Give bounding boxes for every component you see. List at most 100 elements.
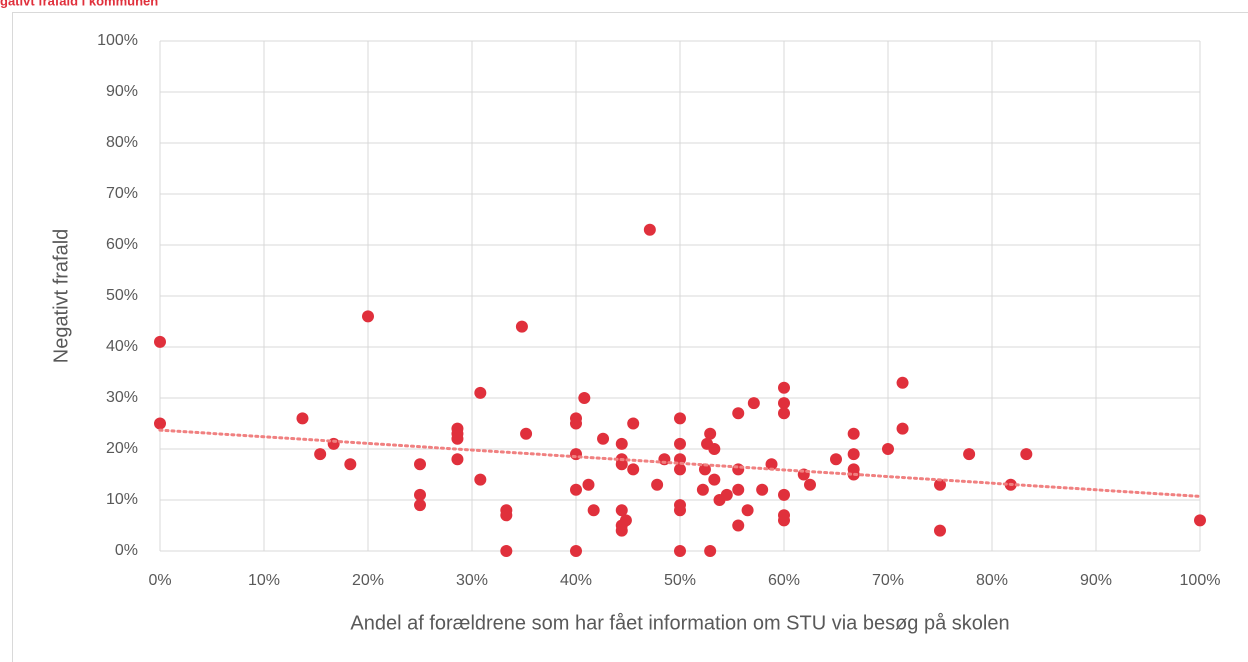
point: [732, 463, 745, 476]
point: [778, 397, 790, 410]
x-axis-label: Andel af forældrene som har fået informa…: [350, 612, 1009, 634]
x-tick-label: 10%: [248, 572, 280, 589]
point: [500, 545, 513, 557]
point: [674, 504, 686, 517]
point: [414, 458, 426, 471]
y-tick-label: 80%: [106, 134, 138, 151]
point: [896, 376, 909, 389]
x-tick-label: 40%: [560, 572, 592, 589]
point: [765, 458, 778, 471]
point: [847, 427, 860, 440]
point: [1020, 448, 1033, 461]
point: [732, 519, 745, 532]
x-tick-label: 70%: [872, 572, 904, 589]
point: [934, 478, 946, 491]
y-tick-label: 20%: [106, 440, 138, 457]
point: [963, 448, 976, 461]
point: [615, 458, 628, 471]
point: [708, 473, 721, 486]
point: [741, 504, 754, 517]
chart-title: gativt frafald i kommunen: [0, 0, 158, 8]
point: [582, 478, 595, 491]
point: [896, 422, 909, 435]
point: [362, 310, 374, 323]
point: [515, 320, 528, 333]
y-axis-label: Negativt frafald: [50, 229, 72, 364]
point: [778, 488, 790, 501]
y-tick-label: 90%: [106, 83, 138, 100]
point: [696, 483, 709, 496]
point: [830, 453, 842, 466]
title-bg: [0, 0, 275, 12]
point: [651, 478, 664, 491]
point: [747, 397, 760, 410]
point: [804, 478, 816, 491]
point: [732, 407, 745, 420]
point: [720, 488, 733, 501]
point: [578, 392, 591, 404]
y-tick-label: 10%: [106, 491, 138, 508]
point: [1194, 514, 1206, 527]
point: [778, 381, 790, 394]
point: [500, 509, 513, 522]
point: [619, 514, 632, 527]
point: [615, 504, 628, 517]
point: [587, 504, 600, 517]
x-tick-label: 50%: [664, 572, 696, 589]
point: [847, 448, 860, 461]
point: [778, 514, 790, 527]
y-tick-label: 50%: [106, 287, 138, 304]
point: [732, 483, 745, 496]
point: [451, 432, 464, 445]
x-tick-label: 80%: [976, 572, 1008, 589]
chart-frame: [12, 12, 1248, 662]
point: [778, 407, 790, 420]
point: [674, 545, 686, 557]
point: [154, 335, 166, 348]
point: [570, 417, 582, 430]
point: [414, 499, 426, 512]
point: [627, 417, 640, 430]
point: [314, 448, 327, 461]
y-tick-label: 0%: [115, 542, 138, 559]
point: [674, 437, 686, 450]
point: [615, 437, 628, 450]
point: [756, 483, 769, 496]
point: [474, 473, 487, 486]
point: [414, 488, 426, 501]
point: [627, 463, 640, 476]
point: [154, 417, 166, 430]
point: [704, 545, 717, 557]
x-tick-label: 0%: [148, 572, 171, 589]
x-tick-label: 90%: [1080, 572, 1112, 589]
x-tick-label: 30%: [456, 572, 488, 589]
trendline: [158, 428, 1202, 498]
point: [698, 463, 711, 476]
point: [674, 412, 686, 425]
x-tick-label: 100%: [1180, 572, 1221, 589]
point: [570, 545, 582, 557]
y-tick-label: 100%: [97, 32, 138, 49]
y-tick-label: 30%: [106, 389, 138, 406]
point: [708, 443, 721, 455]
point: [570, 483, 582, 496]
point: [344, 458, 357, 471]
x-tick-label: 60%: [768, 572, 800, 589]
point: [296, 412, 309, 425]
point: [934, 524, 946, 537]
point: [520, 427, 533, 440]
y-tick-label: 40%: [106, 338, 138, 355]
y-tick-label: 60%: [106, 236, 138, 253]
point: [474, 386, 487, 399]
point: [658, 453, 671, 466]
point: [597, 432, 610, 445]
point: [704, 427, 717, 440]
x-tick-label: 20%: [352, 572, 384, 589]
point: [451, 453, 464, 466]
point: [643, 223, 656, 236]
point: [615, 524, 628, 537]
point: [674, 463, 686, 476]
point: [882, 443, 894, 455]
y-tick-label: 70%: [106, 185, 138, 202]
